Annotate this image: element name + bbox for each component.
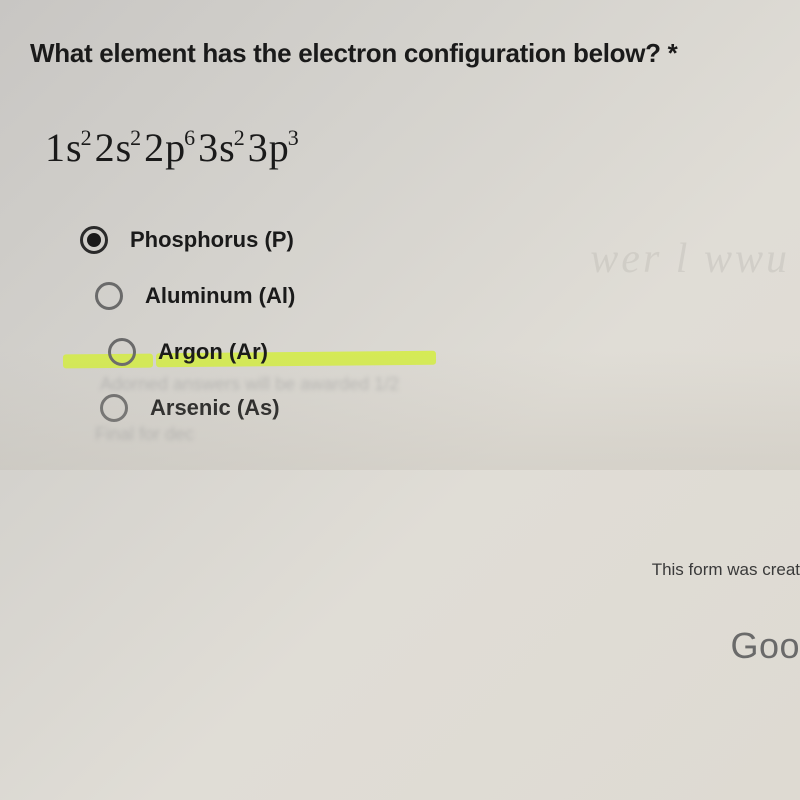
radio-dot-icon (87, 233, 101, 247)
option-label: Aluminum (Al) (145, 283, 295, 309)
formula-term: 1s (45, 125, 83, 170)
formula-term: 2p (144, 125, 186, 170)
formula-superscript: 2 (234, 125, 246, 150)
blurred-text: Final for dec (95, 424, 194, 445)
formula-term: 3s (198, 125, 236, 170)
radio-button[interactable] (95, 282, 123, 310)
formula-superscript: 2 (130, 125, 142, 150)
formula-superscript: 2 (81, 125, 93, 150)
bottom-blur-overlay (0, 350, 800, 470)
background-handwriting: wer l wwu (590, 235, 790, 283)
brand-text: Goo (730, 625, 800, 667)
formula-term: 2s (95, 125, 133, 170)
form-footer-text: This form was creat (652, 560, 800, 580)
blurred-text: Adorned answers will be awarded 1/2 (100, 374, 399, 395)
question-text: What element has the electron configurat… (30, 38, 780, 69)
formula-term: 3p (248, 125, 290, 170)
formula-superscript: 3 (288, 125, 300, 150)
option-label: Phosphorus (P) (130, 227, 294, 253)
electron-configuration-formula: 1s22s22p63s23p3 (45, 124, 780, 171)
formula-superscript: 6 (184, 125, 196, 150)
radio-button[interactable] (80, 226, 108, 254)
option-row[interactable]: Aluminum (Al) (95, 282, 780, 310)
